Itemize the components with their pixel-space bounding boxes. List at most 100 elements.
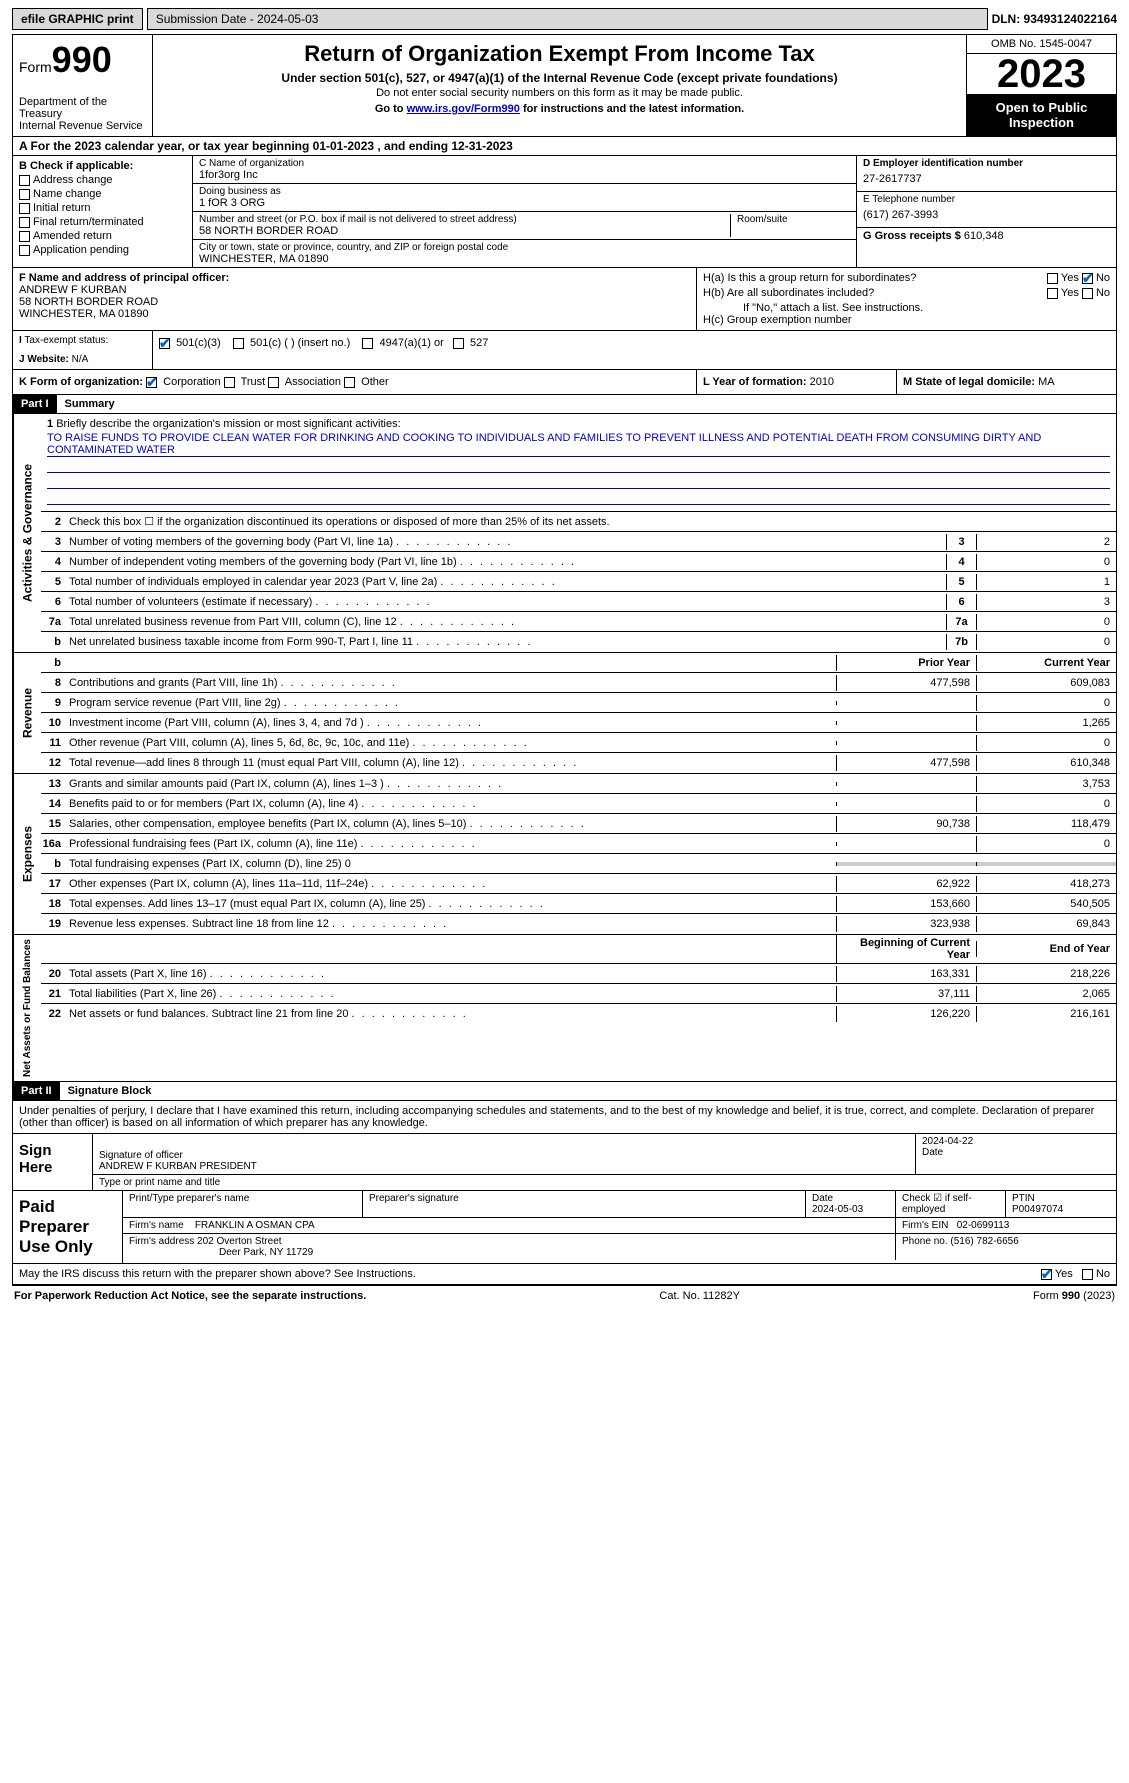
discuss-no[interactable] bbox=[1082, 1269, 1093, 1280]
vtab-expenses: Expenses bbox=[13, 774, 41, 934]
line-13: 13Grants and similar amounts paid (Part … bbox=[41, 774, 1116, 794]
officer-name: ANDREW F KURBAN bbox=[19, 284, 690, 296]
prior-year-hdr: Prior Year bbox=[836, 655, 976, 671]
chk-pending[interactable] bbox=[19, 245, 30, 256]
ein-label: D Employer identification number bbox=[863, 158, 1110, 169]
dln-number: DLN: 93493124022164 bbox=[992, 12, 1117, 26]
hb-yes[interactable] bbox=[1047, 288, 1058, 299]
current-year-hdr: Current Year bbox=[976, 655, 1116, 671]
gov-line-6: 6Total number of volunteers (estimate if… bbox=[41, 592, 1116, 612]
line-22: 22Net assets or fund balances. Subtract … bbox=[41, 1004, 1116, 1024]
form-990-page: efile GRAPHIC print Submission Date - 20… bbox=[0, 0, 1129, 1314]
box-h: H(a) Is this a group return for subordin… bbox=[696, 268, 1116, 330]
department-label: Department of the Treasury Internal Reve… bbox=[19, 96, 146, 132]
line-8: 8Contributions and grants (Part VIII, li… bbox=[41, 673, 1116, 693]
box-b-label: B Check if applicable: bbox=[19, 160, 186, 172]
efile-badge: efile GRAPHIC print bbox=[12, 8, 143, 30]
line-14: 14Benefits paid to or for members (Part … bbox=[41, 794, 1116, 814]
street-label: Number and street (or P.O. box if mail i… bbox=[199, 214, 730, 225]
form-label: Form bbox=[19, 59, 52, 75]
website-value: N/A bbox=[72, 354, 89, 365]
perjury-text: Under penalties of perjury, I declare th… bbox=[12, 1101, 1117, 1134]
tax-year: 2023 bbox=[967, 54, 1116, 94]
footer-left: For Paperwork Reduction Act Notice, see … bbox=[14, 1290, 366, 1302]
vtab-revenue: Revenue bbox=[13, 653, 41, 773]
chk-4947[interactable] bbox=[362, 338, 373, 349]
room-label: Room/suite bbox=[737, 214, 850, 225]
state-domicile: MA bbox=[1038, 376, 1055, 388]
section-bcde: B Check if applicable: Address change Na… bbox=[12, 156, 1117, 268]
firm-phone: (516) 782-6656 bbox=[950, 1236, 1018, 1247]
chk-amended[interactable] bbox=[19, 231, 30, 242]
chk-corp[interactable] bbox=[146, 377, 157, 388]
submission-date: Submission Date - 2024-05-03 bbox=[147, 8, 988, 30]
paid-label: Paid Preparer Use Only bbox=[13, 1191, 123, 1263]
gov-line-7a: 7aTotal unrelated business revenue from … bbox=[41, 612, 1116, 632]
chk-other[interactable] bbox=[344, 377, 355, 388]
hb-label: H(b) Are all subordinates included? bbox=[703, 287, 874, 299]
form-org-label: K Form of organization: bbox=[19, 376, 143, 388]
summary-expenses: Expenses 13Grants and similar amounts pa… bbox=[12, 774, 1117, 935]
box-de: D Employer identification number 27-2617… bbox=[856, 156, 1116, 267]
gov-line-2: 2Check this box ☐ if the organization di… bbox=[41, 512, 1116, 532]
line-19: 19Revenue less expenses. Subtract line 1… bbox=[41, 914, 1116, 934]
summary-netassets: Net Assets or Fund Balances Beginning of… bbox=[12, 935, 1117, 1082]
section-fh: F Name and address of principal officer:… bbox=[12, 268, 1117, 331]
tax-status-label: Tax-exempt status: bbox=[24, 335, 108, 346]
discuss-yes[interactable] bbox=[1041, 1269, 1052, 1280]
org-name-label: C Name of organization bbox=[199, 158, 850, 169]
firm-name: FRANKLIN A OSMAN CPA bbox=[195, 1220, 315, 1231]
dba-label: Doing business as bbox=[199, 186, 850, 197]
vtab-governance: Activities & Governance bbox=[13, 414, 41, 652]
chk-assoc[interactable] bbox=[268, 377, 279, 388]
ha-label: H(a) Is this a group return for subordin… bbox=[703, 272, 916, 284]
website-label: Website: bbox=[27, 354, 69, 365]
hb-no[interactable] bbox=[1082, 288, 1093, 299]
chk-527[interactable] bbox=[453, 338, 464, 349]
part2-header: Part II Signature Block bbox=[12, 1082, 1117, 1101]
part1-title: Summary bbox=[57, 395, 123, 413]
line-15: 15Salaries, other compensation, employee… bbox=[41, 814, 1116, 834]
street-value: 58 NORTH BORDER ROAD bbox=[199, 225, 730, 237]
header-middle: Return of Organization Exempt From Incom… bbox=[153, 35, 966, 136]
city-label: City or town, state or province, country… bbox=[199, 242, 850, 253]
summary-governance: Activities & Governance 1 Briefly descri… bbox=[12, 414, 1117, 653]
form-number: 990 bbox=[52, 39, 112, 80]
irs-link[interactable]: www.irs.gov/Form990 bbox=[407, 103, 520, 115]
line-20: 20Total assets (Part X, line 16) 163,331… bbox=[41, 964, 1116, 984]
mission-label: Briefly describe the organization's miss… bbox=[56, 418, 400, 430]
gross-value: 610,348 bbox=[964, 230, 1004, 242]
section-klm: K Form of organization: Corporation Trus… bbox=[12, 370, 1117, 395]
begin-year-hdr: Beginning of Current Year bbox=[836, 935, 976, 963]
part1-tag: Part I bbox=[13, 395, 57, 413]
line-21: 21Total liabilities (Part X, line 26) 37… bbox=[41, 984, 1116, 1004]
phone-label: E Telephone number bbox=[863, 194, 1110, 205]
header-sub2: Do not enter social security numbers on … bbox=[159, 87, 960, 99]
box-f: F Name and address of principal officer:… bbox=[13, 268, 696, 330]
chk-trust[interactable] bbox=[224, 377, 235, 388]
chk-address[interactable] bbox=[19, 175, 30, 186]
chk-501c[interactable] bbox=[233, 338, 244, 349]
summary-revenue: Revenue b Prior Year Current Year 8Contr… bbox=[12, 653, 1117, 774]
chk-initial[interactable] bbox=[19, 203, 30, 214]
section-ij: I Tax-exempt status: J Website: N/A 501(… bbox=[12, 331, 1117, 370]
chk-501c3[interactable] bbox=[159, 338, 170, 349]
officer-city: WINCHESTER, MA 01890 bbox=[19, 308, 690, 320]
part1-header: Part I Summary bbox=[12, 395, 1117, 414]
chk-final[interactable] bbox=[19, 217, 30, 228]
chk-name[interactable] bbox=[19, 189, 30, 200]
header-left: Form990 Department of the Treasury Inter… bbox=[13, 35, 153, 136]
ha-yes[interactable] bbox=[1047, 273, 1058, 284]
header-sub1: Under section 501(c), 527, or 4947(a)(1)… bbox=[159, 71, 960, 85]
form-title: Return of Organization Exempt From Incom… bbox=[159, 41, 960, 67]
header-right: OMB No. 1545-0047 2023 Open to Public In… bbox=[966, 35, 1116, 136]
box-b: B Check if applicable: Address change Na… bbox=[13, 156, 193, 267]
footer-right: Form 990 (2023) bbox=[1033, 1290, 1115, 1302]
firm-addr: 202 Overton Street bbox=[197, 1236, 282, 1247]
header-sub3: Go to www.irs.gov/Form990 for instructio… bbox=[159, 103, 960, 115]
ha-no[interactable] bbox=[1082, 273, 1093, 284]
line-b: bTotal fundraising expenses (Part IX, co… bbox=[41, 854, 1116, 874]
gov-line-5: 5Total number of individuals employed in… bbox=[41, 572, 1116, 592]
part2-title: Signature Block bbox=[60, 1082, 160, 1100]
sign-date: 2024-04-22 bbox=[922, 1136, 1110, 1147]
